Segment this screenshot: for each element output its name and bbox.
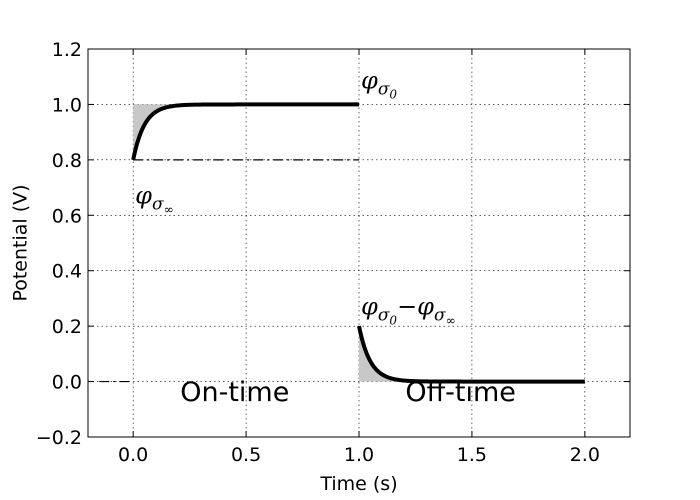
on-time-label: On-time	[180, 377, 289, 408]
off-time-label: Off-time	[405, 377, 516, 408]
x-axis-label: Time (s)	[319, 473, 397, 495]
tick-labels: 0.0 0.5 1.0 1.5 2.0 −0.2 0.0 0.2 0.4 0.6 0.8 1.0 1.2	[36, 39, 600, 466]
y-tick-label: 0.8	[52, 150, 82, 172]
y-tick-label: −0.2	[36, 427, 82, 449]
phi-difference-label: φσ0−φσ∞	[361, 292, 456, 327]
x-tick-label: 0.0	[118, 444, 148, 466]
y-tick-label: 0.4	[52, 261, 82, 283]
ticks	[88, 48, 630, 438]
annotations: φσ0 φσ∞ φσ0−φσ∞ On-time Off-time	[135, 67, 516, 408]
x-tick-label: 0.5	[231, 444, 261, 466]
y-tick-label: 0.2	[52, 316, 82, 338]
y-axis-label: Potential (V)	[10, 184, 32, 301]
on-time-curve	[131, 102, 360, 161]
x-tick-label: 2.0	[570, 444, 600, 466]
phi-sigma0-label: φσ0	[361, 67, 397, 102]
series	[131, 102, 586, 384]
y-tick-label: 0.6	[52, 205, 82, 227]
reference-lines	[99, 159, 359, 383]
off-time-curve	[357, 325, 586, 384]
y-tick-label: 1.2	[52, 39, 82, 61]
y-tick-label: 1.0	[52, 94, 82, 116]
y-tick-label: 0.0	[52, 372, 82, 394]
x-tick-label: 1.5	[457, 444, 487, 466]
x-tick-label: 1.0	[344, 444, 374, 466]
phi-sigma-inf-label: φσ∞	[135, 181, 173, 216]
